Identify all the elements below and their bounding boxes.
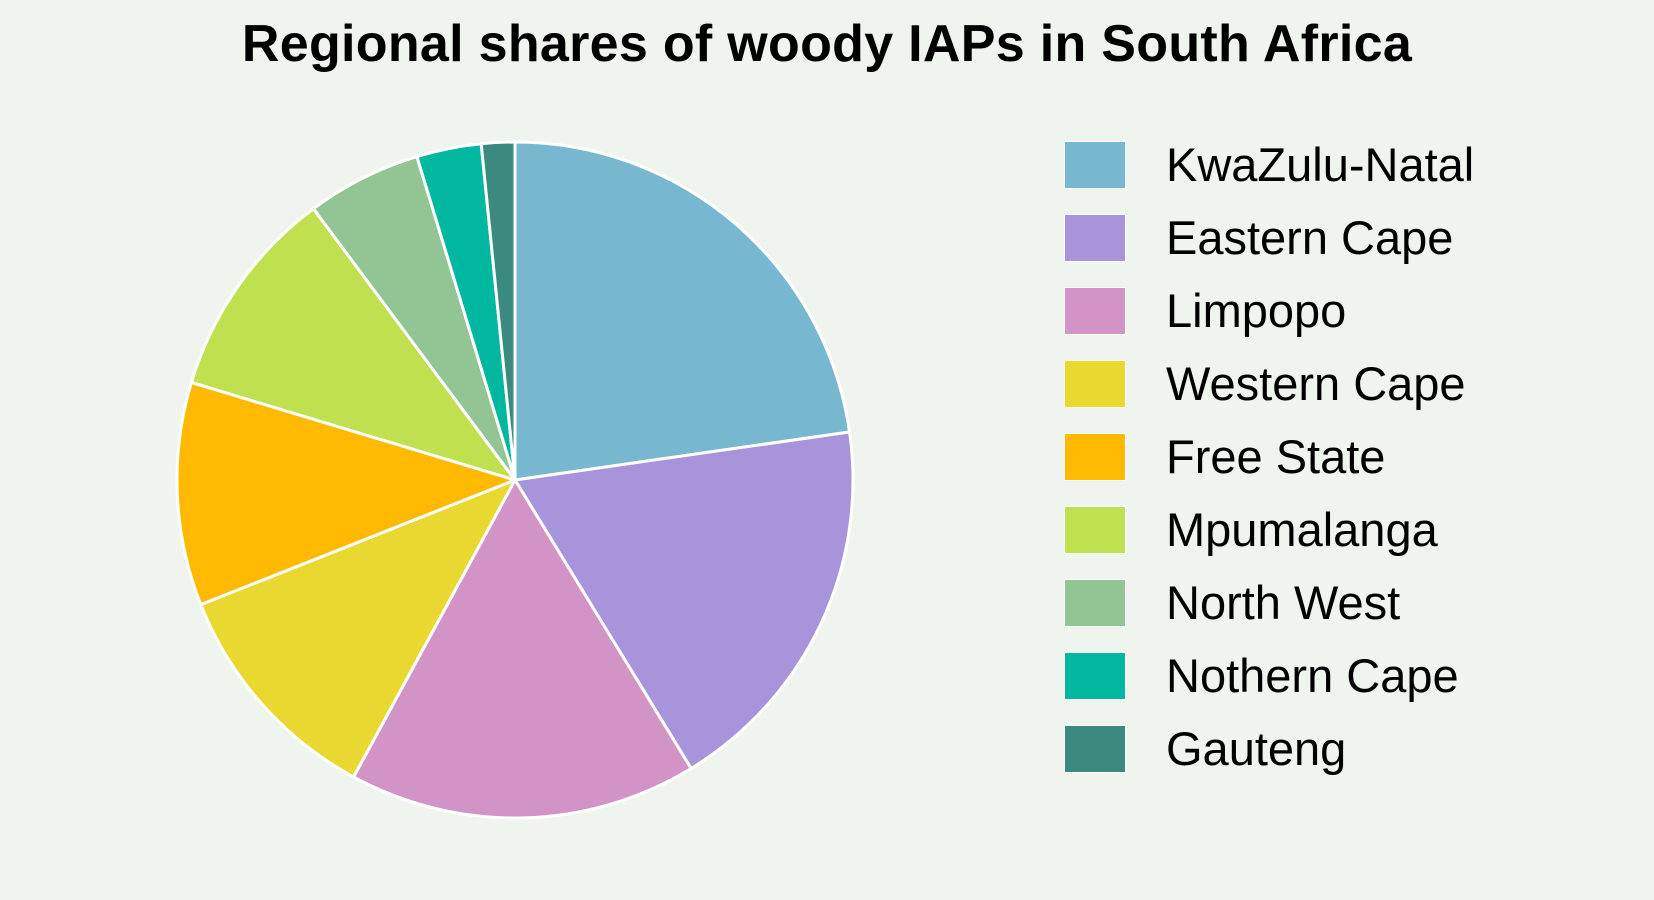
pie-slice-limpopo xyxy=(352,478,693,820)
legend-swatch xyxy=(1064,140,1126,189)
legend-label: Mpumalanga xyxy=(1166,503,1438,556)
chart-title: Regional shares of woody IAPs in South A… xyxy=(241,15,1413,73)
legend-swatch xyxy=(1064,505,1126,554)
legend-label: Free State xyxy=(1166,430,1386,483)
legend-item: Free State xyxy=(1064,420,1474,493)
legend-label: North West xyxy=(1166,576,1401,629)
pie-slice-kwazulu-natal xyxy=(513,140,852,482)
legend-item: North West xyxy=(1064,566,1474,639)
legend-item: Mpumalanga xyxy=(1064,493,1474,566)
legend-label: Limpopo xyxy=(1166,284,1347,337)
legend-item: KwaZulu-Natal xyxy=(1064,128,1474,201)
legend-swatch xyxy=(1064,286,1126,335)
pie-slice-eastern-cape xyxy=(513,430,855,770)
legend-swatch xyxy=(1064,213,1126,262)
legend-label: Western Cape xyxy=(1166,357,1466,410)
pie-slices xyxy=(175,140,855,820)
pie-slice-gauteng xyxy=(479,140,517,482)
legend-label: KwaZulu-Natal xyxy=(1166,138,1475,191)
pie-slice-western-cape xyxy=(199,478,517,779)
legend-item: Limpopo xyxy=(1064,274,1474,347)
legend-item: Eastern Cape xyxy=(1064,201,1474,274)
legend-swatch xyxy=(1064,359,1126,408)
legend-item: Western Cape xyxy=(1064,347,1474,420)
legend-swatch xyxy=(1064,724,1126,773)
legend-swatch xyxy=(1064,651,1126,700)
legend-item: Gauteng xyxy=(1064,712,1474,785)
legend-label: Gauteng xyxy=(1166,722,1347,775)
legend-item: Nothern Cape xyxy=(1064,639,1474,712)
legend: KwaZulu-Natal Eastern Cape Limpopo Western … xyxy=(1064,128,1474,785)
pie-slice-free-state xyxy=(175,380,517,607)
pie-slice-mpumalanga xyxy=(189,207,517,482)
legend-label: Eastern Cape xyxy=(1166,211,1454,264)
legend-label: Nothern Cape xyxy=(1166,649,1459,702)
legend-swatch xyxy=(1064,432,1126,481)
legend-swatch xyxy=(1064,578,1126,627)
